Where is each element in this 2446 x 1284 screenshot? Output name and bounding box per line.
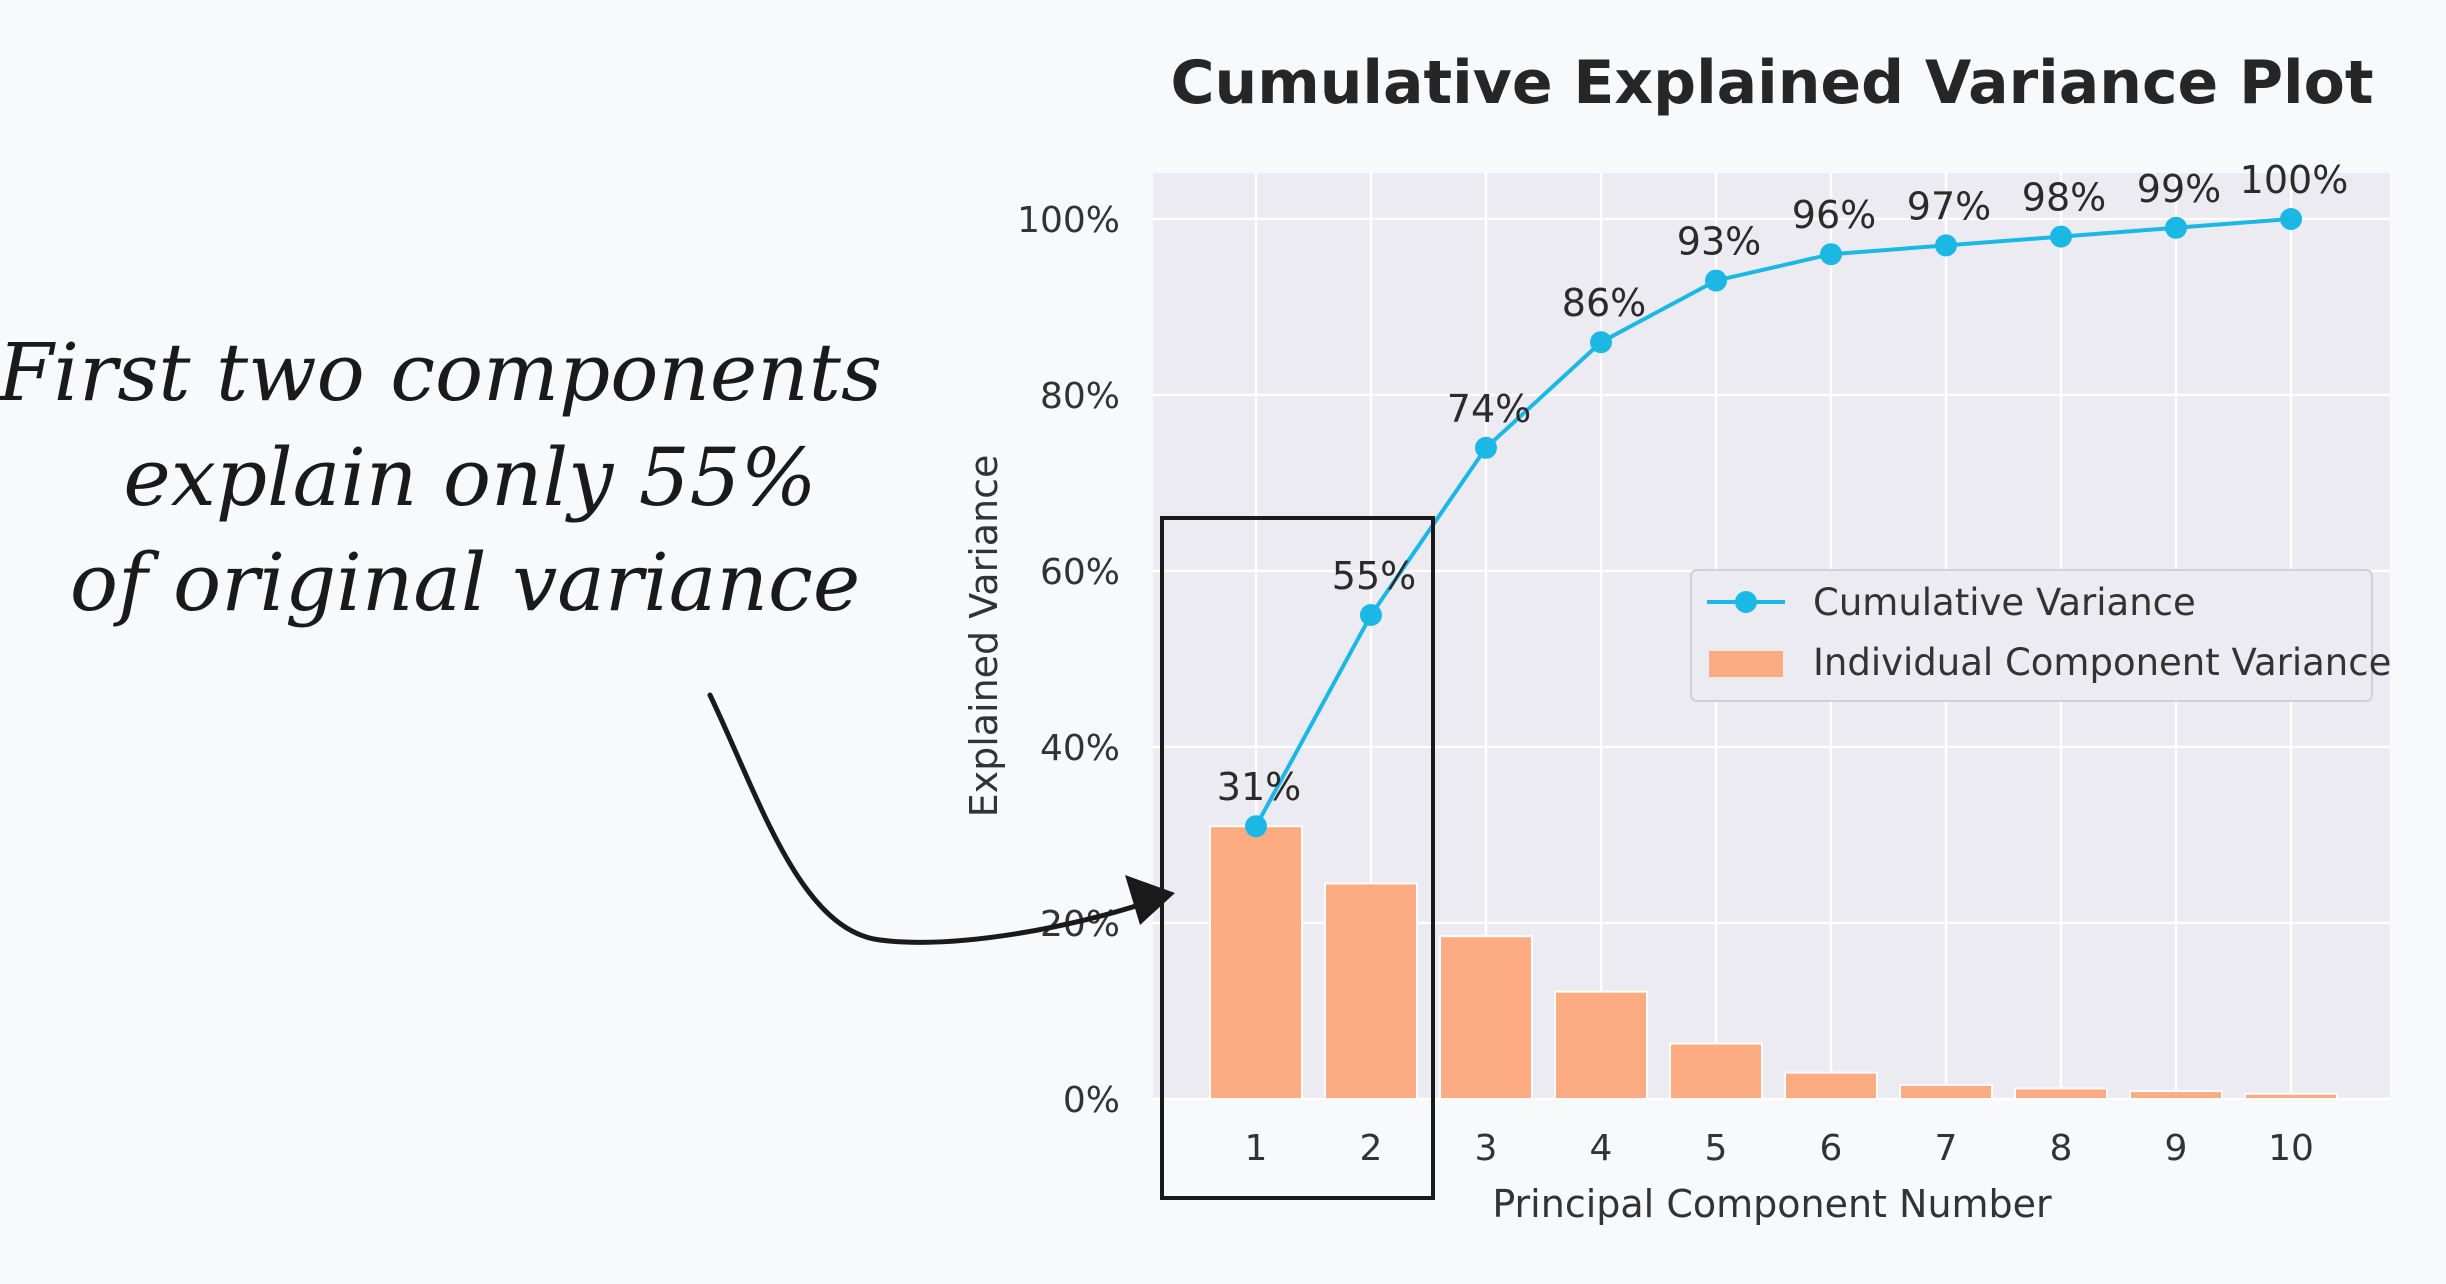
data-label-7: 97% [1907, 184, 1991, 228]
data-labels: 31% 55% 74% 86% 93% 96% 97% 98% 99% 100% [1217, 158, 2349, 809]
y-axis-label: Explained Variance [962, 455, 1006, 818]
bar-component-9 [2129, 1090, 2223, 1100]
annotation-line-2: explain only 55% [123, 431, 816, 524]
y-tick-label-5: 100% [1017, 200, 1120, 241]
data-label-10: 100% [2240, 158, 2349, 202]
x-tick-label-9: 9 [2165, 1128, 2188, 1169]
y-tick-label-2: 40% [1040, 728, 1120, 769]
annotation: First two components explain only 55% of… [0, 326, 1175, 945]
data-label-8: 98% [2022, 176, 2106, 220]
cumulative-point-6 [1820, 243, 1842, 266]
x-tick-label-2: 2 [1360, 1128, 1383, 1169]
x-tick-label-6: 6 [1820, 1128, 1843, 1169]
bar-component-10 [2244, 1092, 2338, 1100]
legend-box [1690, 569, 2373, 702]
annotation-arrow-head [1125, 875, 1175, 925]
annotation-line-3: of original variance [70, 536, 860, 629]
data-label-1: 31% [1217, 765, 1301, 809]
data-label-2: 55% [1332, 554, 1416, 598]
x-tick-label-7: 7 [1935, 1128, 1958, 1169]
cumulative-line-path [1254, 217, 2292, 828]
x-tick-label-10: 10 [2268, 1128, 2314, 1169]
bar-component-6 [1784, 1071, 1878, 1100]
data-label-9: 99% [2137, 167, 2221, 211]
data-label-6: 96% [1792, 193, 1876, 237]
bar-component-7 [1899, 1083, 1993, 1101]
x-tick-label-1: 1 [1245, 1128, 1268, 1169]
cumulative-point-3 [1475, 436, 1497, 459]
bar-component-3 [1439, 935, 1533, 1101]
chart-title: Cumulative Explained Variance Plot [1170, 48, 2373, 118]
cumulative-point-2 [1360, 604, 1382, 626]
bar-component-4 [1554, 990, 1648, 1101]
cumulative-point-8 [2050, 225, 2072, 248]
y-tick-label-1: 20% [1040, 904, 1120, 945]
highlight-box [1160, 516, 1435, 1200]
x-tick-labels: 1 2 3 4 5 6 7 8 9 10 [1245, 1128, 2314, 1169]
annotation-line-1: First two components [0, 326, 882, 419]
x-tick-label-4: 4 [1590, 1128, 1613, 1169]
bar-component-8 [2014, 1087, 2108, 1100]
bar-component-5 [1669, 1042, 1763, 1101]
data-label-4: 86% [1562, 281, 1646, 325]
legend-label-individual: Individual Component Variance [1813, 641, 2391, 684]
bar-component-2 [1324, 882, 1418, 1101]
cumulative-point-4 [1590, 331, 1612, 354]
legend-label-cumulative: Cumulative Variance [1813, 581, 2196, 624]
cumulative-line [1245, 208, 2302, 838]
y-tick-label-0: 0% [1063, 1080, 1120, 1121]
legend-marker-swatch [1735, 591, 1757, 613]
y-tick-label-3: 60% [1040, 552, 1120, 593]
bar-component-1 [1209, 825, 1303, 1100]
annotation-arrow-curve [707, 692, 1151, 945]
cumulative-point-10 [2280, 208, 2302, 230]
y-tick-label-4: 80% [1040, 376, 1120, 417]
cumulative-point-7 [1935, 234, 1957, 257]
legend: Cumulative Variance Individual Component… [1690, 569, 2391, 702]
data-label-3: 74% [1447, 387, 1531, 431]
cumulative-point-5 [1705, 269, 1727, 292]
legend-bar-swatch [1709, 651, 1783, 677]
cumulative-point-1 [1245, 815, 1267, 838]
x-tick-label-8: 8 [2050, 1128, 2073, 1169]
x-axis-label: Principal Component Number [1492, 1182, 2052, 1226]
data-label-5: 93% [1677, 220, 1761, 264]
x-tick-label-5: 5 [1705, 1128, 1728, 1169]
x-tick-label-3: 3 [1475, 1128, 1498, 1169]
cumulative-point-9 [2165, 216, 2187, 239]
y-tick-labels: 0% 20% 40% 60% 80% 100% [1017, 200, 1120, 1121]
